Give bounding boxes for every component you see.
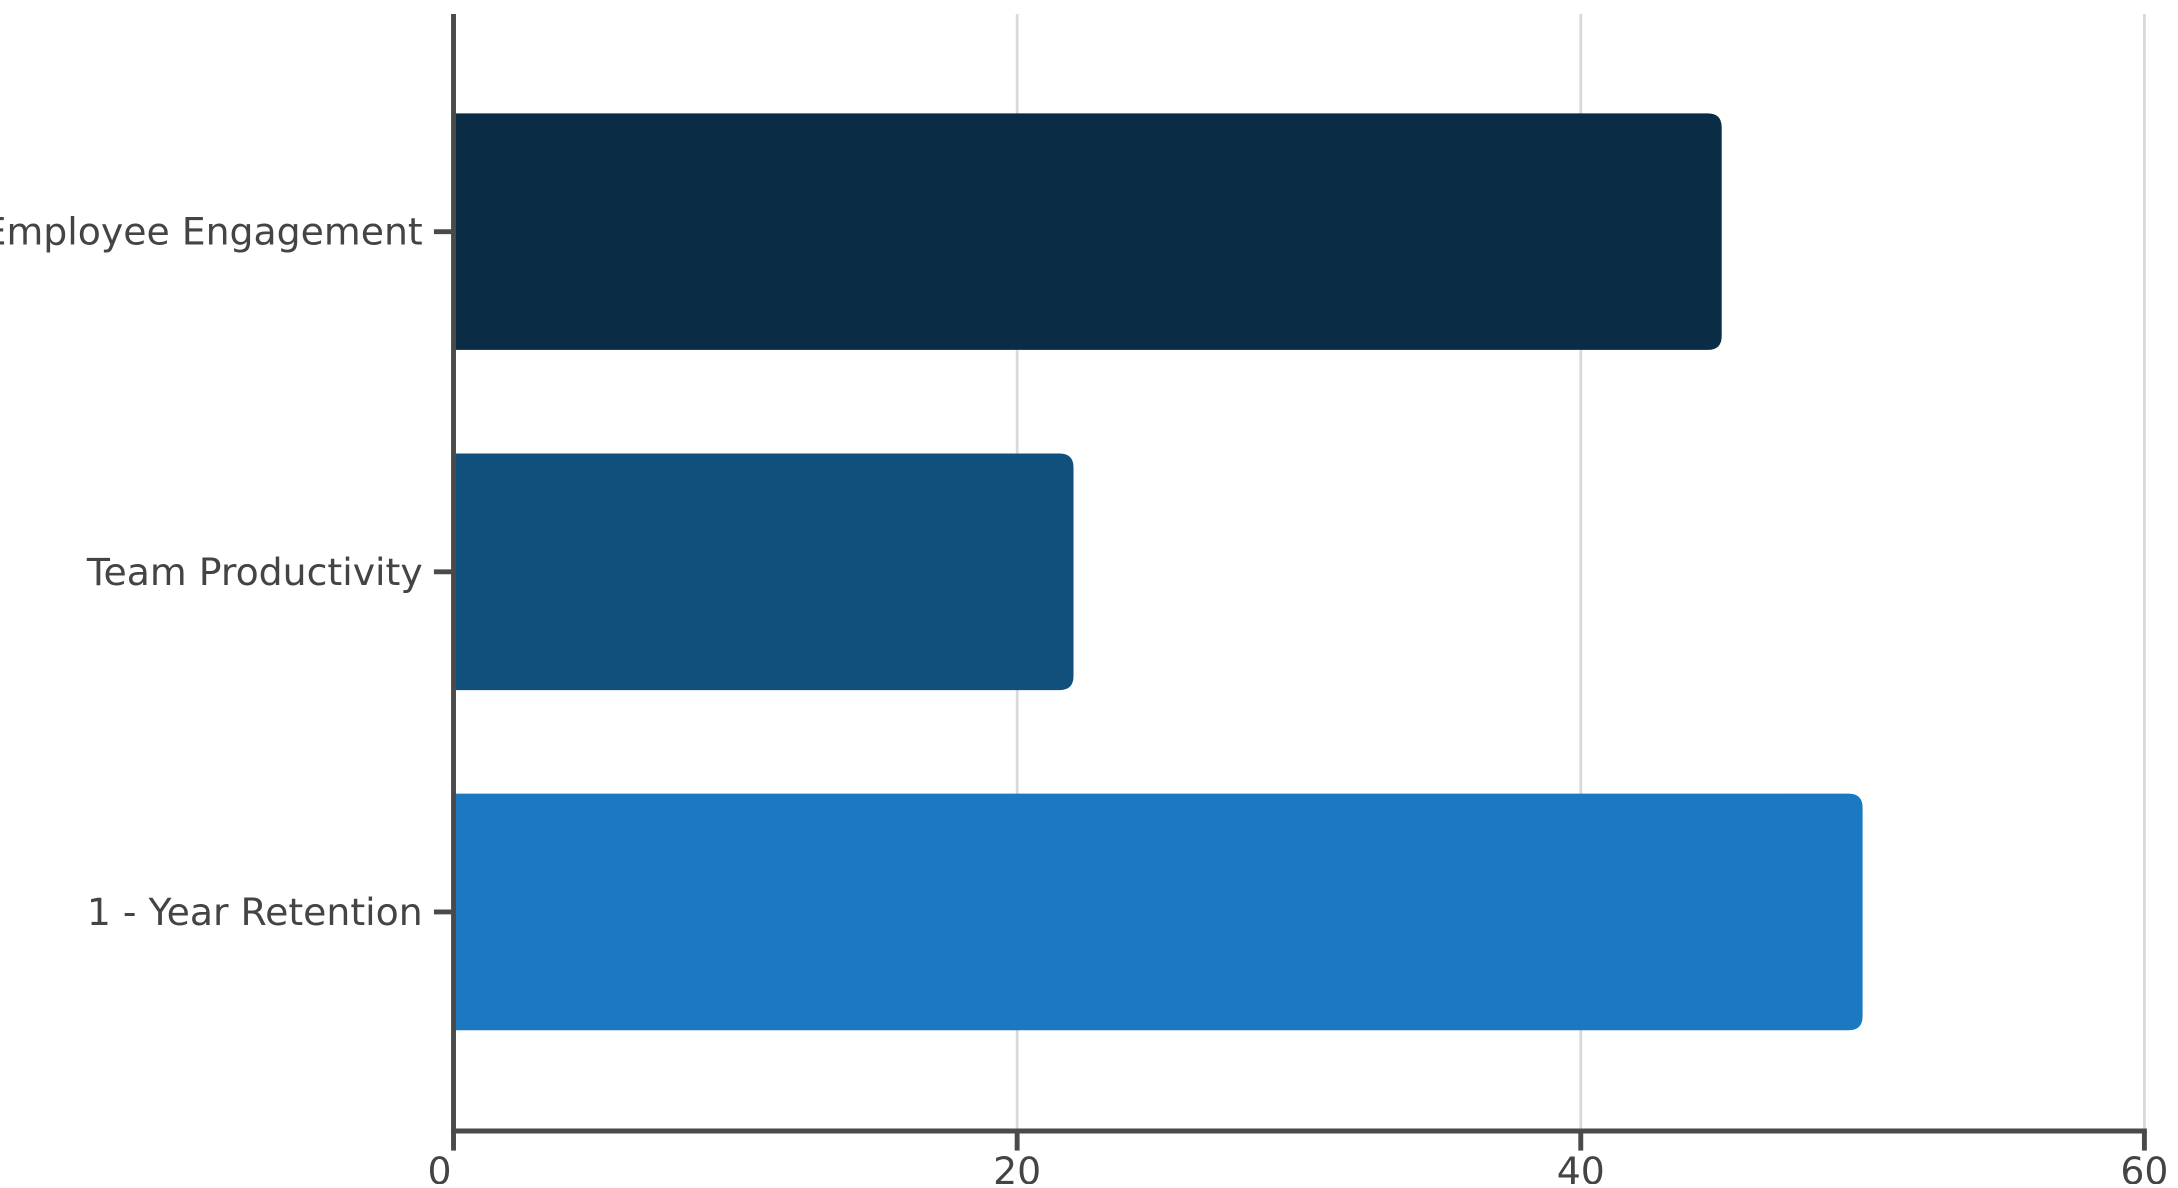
bar-team-productivity — [453, 453, 1074, 691]
bars — [453, 113, 1863, 1031]
category-label: 1 - Year Retention — [87, 890, 423, 934]
x-tick-label: 20 — [993, 1149, 1041, 1184]
x-tick-label: 60 — [2120, 1149, 2168, 1184]
tick-labels: Employee Engagement Team Productivity 1 - … — [0, 210, 2168, 1188]
category-label: Team Productivity — [86, 550, 423, 594]
x-tick-label: 40 — [1557, 1149, 1605, 1184]
axes — [433, 13, 2147, 1151]
bar-employee-engagement — [453, 113, 1722, 350]
x-tick-label: 0 — [427, 1149, 451, 1184]
bar-1-year-retention — [453, 793, 1863, 1031]
category-label: Employee Engagement — [0, 210, 423, 254]
